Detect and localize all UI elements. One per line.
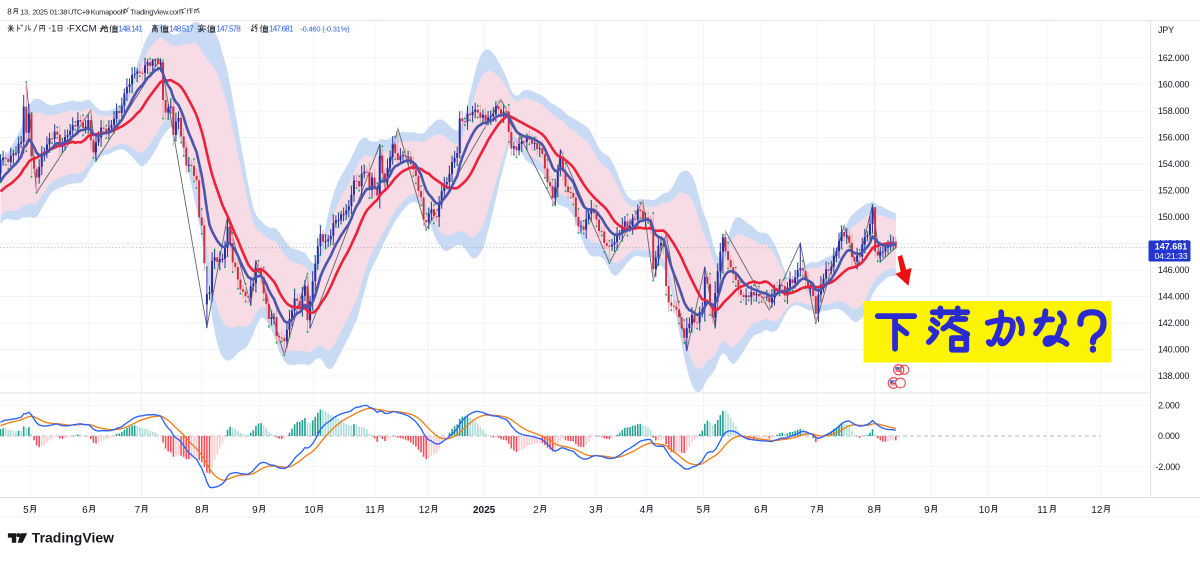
svg-text:JPY: JPY (1158, 25, 1174, 35)
svg-text:-0.460 (-0.31%): -0.460 (-0.31%) (300, 25, 350, 34)
svg-text:13,: 13, (20, 8, 30, 17)
svg-text:154.000: 154.000 (1158, 159, 1189, 169)
svg-text:9: 9 (924, 505, 930, 516)
svg-text:11: 11 (365, 505, 376, 516)
svg-text:147.681: 147.681 (269, 25, 294, 34)
svg-text:04:21:33: 04:21:33 (1154, 251, 1187, 261)
svg-text:5: 5 (697, 505, 703, 516)
svg-text:162.000: 162.000 (1158, 53, 1189, 63)
svg-text:147.681: 147.681 (1155, 242, 1188, 252)
svg-text:156.000: 156.000 (1158, 133, 1189, 143)
svg-text:152.000: 152.000 (1158, 186, 1189, 196)
svg-text:-2.000: -2.000 (1156, 462, 1181, 472)
svg-text:10: 10 (979, 505, 991, 516)
svg-text:7: 7 (135, 505, 141, 516)
svg-text:TradingView.com: TradingView.com (130, 8, 183, 17)
svg-text:160.000: 160.000 (1158, 80, 1189, 90)
svg-text:5: 5 (23, 505, 29, 516)
svg-text:146.000: 146.000 (1158, 265, 1189, 275)
svg-text:142.000: 142.000 (1158, 318, 1189, 328)
svg-text:12: 12 (1091, 505, 1103, 516)
svg-text:144.000: 144.000 (1158, 292, 1189, 302)
svg-text:0.000: 0.000 (1158, 431, 1180, 441)
svg-text:10: 10 (304, 505, 316, 516)
svg-text:158.000: 158.000 (1158, 106, 1189, 116)
svg-text:1: 1 (51, 24, 56, 34)
svg-text:TradingView: TradingView (32, 530, 114, 546)
svg-text:3: 3 (589, 505, 595, 516)
svg-text:2025: 2025 (32, 8, 48, 17)
svg-text:FXCM: FXCM (69, 24, 97, 35)
svg-text:138.000: 138.000 (1158, 371, 1189, 381)
svg-text:8: 8 (868, 505, 874, 516)
svg-text:150.000: 150.000 (1158, 212, 1189, 222)
svg-text:6: 6 (82, 505, 88, 516)
svg-text:6: 6 (754, 505, 760, 516)
svg-text:12: 12 (419, 505, 431, 516)
svg-text:147.578: 147.578 (216, 25, 241, 34)
svg-text:2025: 2025 (473, 505, 496, 516)
svg-text:2: 2 (533, 505, 539, 516)
svg-text:140.000: 140.000 (1158, 345, 1189, 355)
svg-text:148.141: 148.141 (118, 25, 143, 34)
svg-text:UTC+9: UTC+9 (68, 8, 90, 17)
svg-text:01:38: 01:38 (50, 8, 67, 17)
svg-text:7: 7 (810, 505, 816, 516)
svg-text:Kumapooh: Kumapooh (91, 8, 125, 17)
svg-text:11: 11 (1037, 505, 1048, 516)
svg-text:8: 8 (7, 8, 12, 17)
svg-text:148.517: 148.517 (169, 25, 194, 34)
svg-text:8: 8 (195, 505, 201, 516)
svg-text:4: 4 (640, 505, 646, 516)
svg-text:9: 9 (252, 505, 258, 516)
svg-text:2.000: 2.000 (1158, 401, 1180, 411)
